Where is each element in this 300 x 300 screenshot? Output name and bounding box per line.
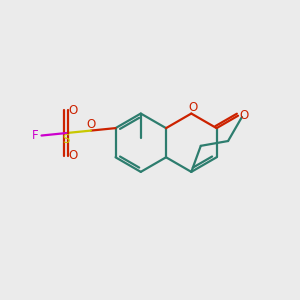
Text: O: O (188, 101, 198, 114)
Text: O: O (69, 149, 78, 162)
Text: O: O (86, 118, 95, 131)
Text: O: O (69, 104, 78, 117)
Text: F: F (32, 129, 38, 142)
Text: O: O (240, 109, 249, 122)
Text: S: S (62, 133, 70, 146)
